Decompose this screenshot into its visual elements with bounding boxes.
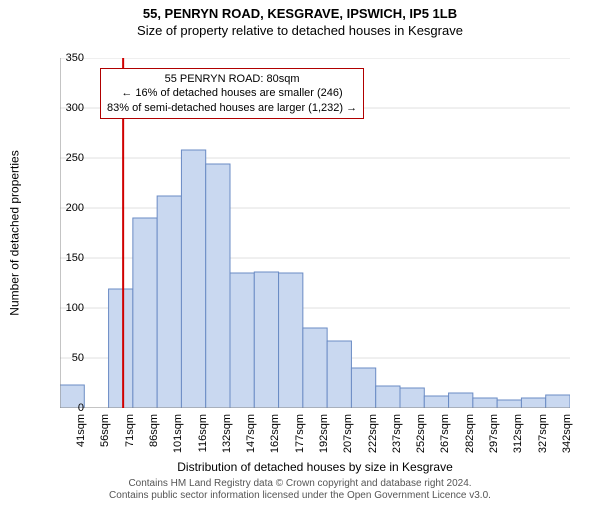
footer-attribution: Contains HM Land Registry data © Crown c… [0, 478, 600, 502]
histogram-bar [230, 273, 254, 408]
x-tick-label: 56sqm [99, 414, 111, 447]
histogram-bar [206, 164, 230, 408]
y-tick-label: 300 [54, 102, 84, 114]
x-tick-label: 101sqm [172, 414, 184, 453]
x-tick-label: 162sqm [269, 414, 281, 453]
histogram-bar [521, 398, 545, 408]
y-axis-label: Number of detached properties [8, 58, 22, 408]
x-tick-label: 252sqm [415, 414, 427, 453]
histogram-bar [400, 388, 424, 408]
histogram-bar [303, 328, 327, 408]
x-axis-label: Distribution of detached houses by size … [60, 460, 570, 474]
annotation-line3: 83% of semi-detached houses are larger (… [107, 101, 357, 115]
y-tick-label: 250 [54, 152, 84, 164]
footer-line1: Contains HM Land Registry data © Crown c… [0, 478, 600, 490]
histogram-bar [497, 400, 521, 408]
x-tick-label: 192sqm [318, 414, 330, 453]
x-tick-label: 86sqm [148, 414, 160, 447]
y-tick-label: 100 [54, 302, 84, 314]
x-tick-label: 237sqm [391, 414, 403, 453]
x-tick-label: 267sqm [439, 414, 451, 453]
x-tick-label: 147sqm [245, 414, 257, 453]
y-tick-label: 150 [54, 252, 84, 264]
histogram-bar [473, 398, 497, 408]
histogram-bar [133, 218, 157, 408]
y-tick-label: 350 [54, 52, 84, 64]
histogram-bar [449, 393, 473, 408]
histogram-bar [376, 386, 400, 408]
histogram-bar [254, 272, 278, 408]
x-tick-label: 222sqm [367, 414, 379, 453]
x-tick-label: 207sqm [342, 414, 354, 453]
annotation-line1: 55 PENRYN ROAD: 80sqm [107, 72, 357, 86]
chart-title: 55, PENRYN ROAD, KESGRAVE, IPSWICH, IP5 … [0, 6, 600, 21]
x-tick-label: 327sqm [537, 414, 549, 453]
histogram-bar [424, 396, 448, 408]
x-tick-label: 297sqm [488, 414, 500, 453]
histogram-bar [109, 289, 133, 408]
x-tick-label: 282sqm [464, 414, 476, 453]
chart-subtitle: Size of property relative to detached ho… [0, 23, 600, 38]
histogram-bar [546, 395, 570, 408]
x-tick-label: 132sqm [221, 414, 233, 453]
y-tick-label: 50 [54, 352, 84, 364]
x-tick-label: 342sqm [561, 414, 573, 453]
histogram-bar [181, 150, 205, 408]
y-tick-label: 200 [54, 202, 84, 214]
annotation-line2: ← 16% of detached houses are smaller (24… [107, 86, 357, 100]
x-tick-label: 41sqm [75, 414, 87, 447]
annotation-box: 55 PENRYN ROAD: 80sqm ← 16% of detached … [100, 68, 364, 119]
histogram-bar [327, 341, 351, 408]
histogram-bar [279, 273, 303, 408]
histogram-bar [351, 368, 375, 408]
x-tick-label: 116sqm [197, 414, 209, 452]
histogram-bar [157, 196, 181, 408]
footer-line2: Contains public sector information licen… [0, 490, 600, 502]
y-tick-label: 0 [54, 402, 84, 414]
x-tick-label: 312sqm [512, 414, 524, 453]
x-tick-label: 71sqm [124, 414, 136, 447]
x-tick-label: 177sqm [294, 414, 306, 453]
